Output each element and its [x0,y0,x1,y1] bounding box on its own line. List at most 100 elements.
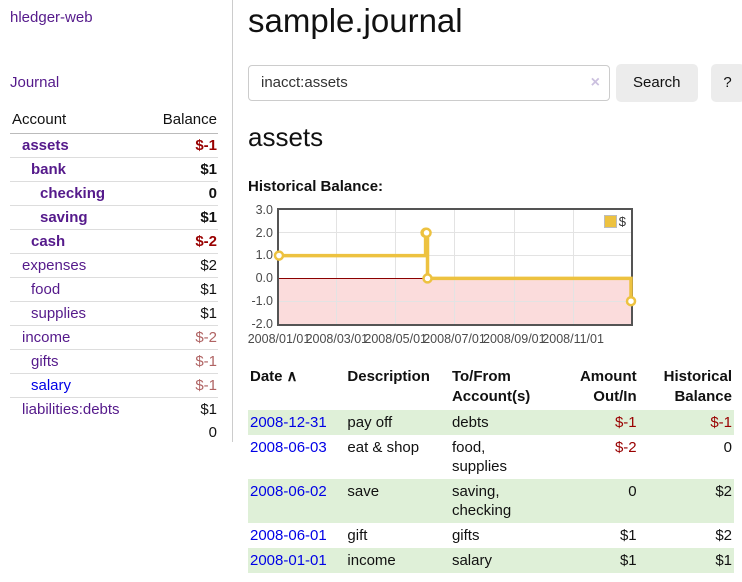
account-link[interactable]: supplies [31,305,87,322]
register-description-cell: pay off [345,409,450,435]
account-link[interactable]: assets [22,137,69,154]
gridline [454,209,456,324]
accounts-total-spacer [10,421,147,444]
search-form: × Search ? [248,63,742,102]
y-axis-tick: -2.0 [251,316,273,331]
y-axis-tick: -1.0 [251,294,273,309]
transaction-date-link[interactable]: 2008-12-31 [250,413,327,431]
x-axis-tick: 2008/11/01 [542,331,604,346]
accounts-total-row: 0 [10,421,218,444]
account-row: salary $-1 [10,373,218,398]
account-balance: $-1 [146,373,218,398]
account-balance: $2 [146,253,218,278]
gridline [336,209,338,324]
account-row: cash $-2 [10,229,218,254]
register-accounts-cell: saving, checking [449,478,553,523]
account-link[interactable]: checking [40,185,106,202]
gridline [279,300,631,302]
sort-ascending-icon[interactable]: ∧ [286,367,298,385]
account-balance: $-2 [146,229,218,254]
account-link[interactable]: gifts [31,353,59,370]
x-axis-tick: 2008/03/01 [305,331,369,346]
account-cell: supplies [10,301,147,326]
account-row: assets $-1 [10,134,218,158]
account-link[interactable]: saving [40,209,88,226]
x-axis-tick: 2008/07/01 [423,331,486,346]
register-date-cell: 2008-06-03 [248,435,345,479]
register-accounts-cell: debts [449,409,553,435]
account-link[interactable]: liabilities:debts [22,401,120,418]
gridline [279,232,631,234]
account-row: checking 0 [10,181,218,206]
sidebar-item-journal[interactable]: Journal [10,74,60,91]
register-amount-cell: $1 [552,547,639,573]
accounts-header-balance: Balance [146,107,218,134]
register-date-cell: 2008-01-01 [248,547,346,573]
account-row: liabilities:debts $1 [10,397,218,421]
register-row: 2008-12-31 pay off debts $-1 $-1 [248,409,734,435]
account-link[interactable]: bank [31,161,67,178]
account-cell: checking [10,181,147,206]
account-link[interactable]: food [31,281,61,298]
account-row: bank $1 [10,157,218,182]
transaction-date-link[interactable]: 2008-06-02 [250,482,327,500]
account-cell: assets [10,134,147,158]
account-cell: income [10,325,147,350]
search-input[interactable] [248,64,610,101]
account-row: income $-2 [10,325,218,350]
account-cell: salary [10,373,147,398]
register-header-row: Date ∧ Description To/From Account(s) Amount… [248,365,734,410]
brand-link[interactable]: hledger-web [10,9,93,26]
account-link[interactable]: cash [31,233,66,250]
account-cell: expenses [10,253,147,278]
register-date-cell: 2008-06-02 [248,478,346,523]
transaction-date-link[interactable]: 2008-06-03 [250,438,327,456]
x-axis-tick: 2008/05/01 [364,331,427,346]
account-cell: food [10,277,147,302]
register-balance-cell: 0 [723,438,732,456]
transaction-date-link[interactable]: 2008-01-01 [250,551,327,569]
series-swatch-icon [603,214,617,228]
accounts-table: Account Balance assets $-1 bank $1 checking 0… [10,107,218,444]
transaction-date-link[interactable]: 2008-06-01 [250,526,327,544]
account-heading: assets [248,121,324,152]
account-row: supplies $1 [10,301,218,326]
account-row: gifts $-1 [10,349,218,374]
account-balance: $1 [146,157,218,182]
account-balance: $1 [146,397,218,421]
register-header-to-from-account-s-: To/From Account(s) [450,365,553,410]
register-row: 2008-01-01 income salary $1 $1 [248,547,734,573]
account-balance: $1 [146,301,218,326]
register-row: 2008-06-03 eat & shop food, supplies $-2 0 [248,435,734,479]
register-header-date[interactable]: Date ∧ [248,365,345,410]
search-button[interactable]: Search [616,63,698,102]
gridline [395,209,397,324]
register-accounts-cell: gifts [451,526,480,544]
balance-series [273,227,637,307]
account-cell: gifts [10,349,147,374]
clear-icon[interactable]: × [590,73,600,91]
historical-balance-chart: $ 3.0 2.0 1.0 0.0 -1.0 -2.0 2008/01/01 2008/03… [248,202,742,352]
accounts-header-account: Account [10,107,147,134]
gridline [279,254,631,256]
register-balance-cell: $-1 [638,409,734,435]
register-header-label: Date [250,367,283,385]
register-header-label: To/From Account(s) [451,367,531,405]
register-row: 2008-06-02 save saving, checking 0 $2 [248,478,734,523]
register-description-cell: income [345,547,450,573]
page-title: sample.journal [248,2,463,39]
account-row: food $1 [10,277,218,302]
account-link[interactable]: expenses [22,257,87,274]
account-link[interactable]: income [22,329,71,346]
register-date-cell: 2008-12-31 [248,409,346,435]
accounts-header-row: Account Balance [10,107,218,134]
register-header-label: Historical Balance [663,367,732,405]
help-button[interactable]: ? [710,63,742,102]
y-axis-tick: 3.0 [255,202,273,217]
search-box: × [248,64,610,101]
account-link[interactable]: salary [31,377,72,394]
account-balance: $-2 [146,325,218,350]
register-amount-cell: $1 [619,526,637,544]
register-table: Date ∧ Description To/From Account(s) Amount… [248,365,734,573]
